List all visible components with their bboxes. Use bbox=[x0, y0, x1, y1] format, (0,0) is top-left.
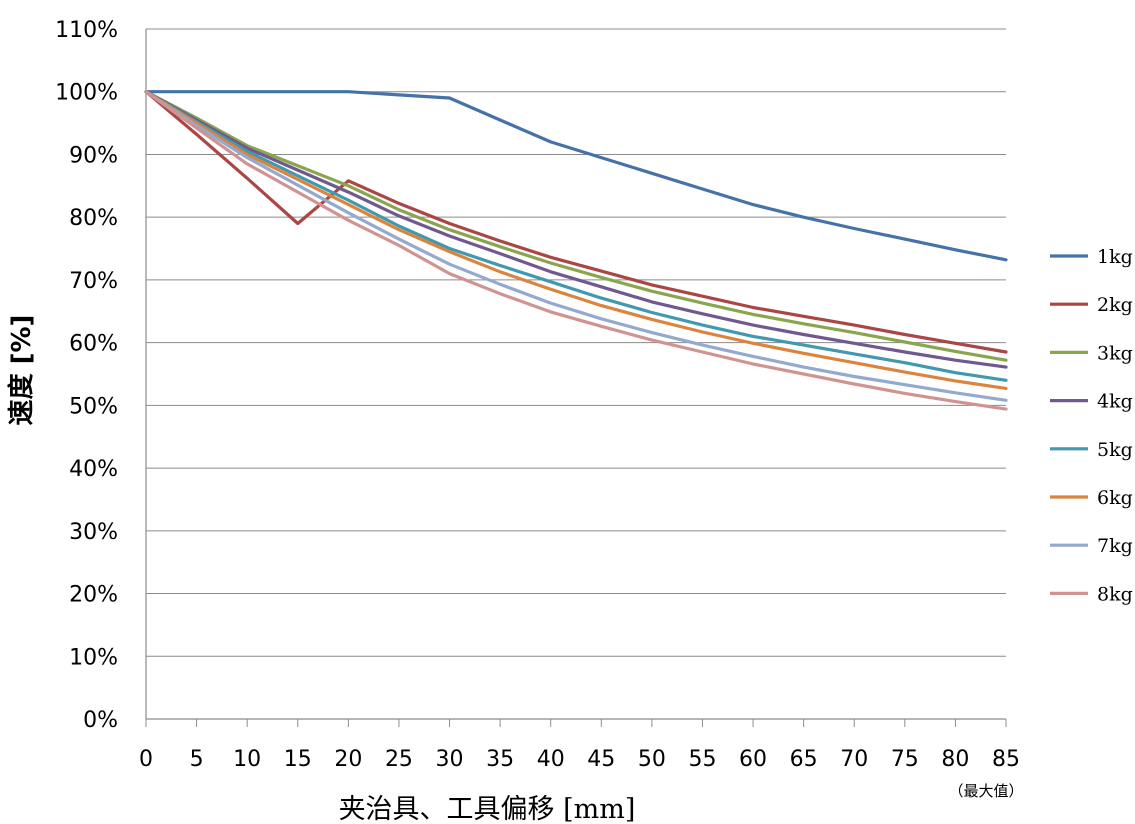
legend-label-7kg: 7kg bbox=[1097, 535, 1133, 557]
y-tick-label: 80% bbox=[69, 206, 118, 231]
y-tick-label: 0% bbox=[83, 708, 118, 733]
y-tick-labels: 0% 10% 20% 30% 40% 50% 60% 70% 80% 90% 100% 110% bbox=[55, 18, 118, 733]
x-tick-labels: 0 5 10 15 20 25 30 35 40 45 50 55 60 65 70 75 80 85 bbox=[139, 747, 1020, 772]
x-tick-label: 15 bbox=[284, 747, 312, 772]
y-tick-label: 100% bbox=[55, 81, 118, 106]
y-tick-label: 110% bbox=[55, 18, 118, 43]
y-tick-label: 70% bbox=[69, 269, 118, 294]
series-lines bbox=[144, 90, 1008, 411]
y-tick-label: 50% bbox=[69, 394, 118, 419]
axes bbox=[145, 29, 1007, 727]
y-tick-label: 20% bbox=[69, 583, 118, 608]
x-tick-label: 10 bbox=[233, 747, 261, 772]
x-tick-label: 25 bbox=[385, 747, 413, 772]
x-max-note: （最大值） bbox=[948, 782, 1023, 800]
y-tick-label: 60% bbox=[69, 332, 118, 357]
legend-label-6kg: 6kg bbox=[1097, 487, 1133, 509]
legend-label-8kg: 8kg bbox=[1097, 583, 1133, 605]
series-line-3kg bbox=[144, 90, 1008, 362]
series-line-8kg bbox=[144, 90, 1008, 411]
x-tick-label: 50 bbox=[638, 747, 666, 772]
x-tick-label: 55 bbox=[688, 747, 716, 772]
legend: 1kg 2kg 3kg 4kg 5kg 6kg 7kg 8kg bbox=[1050, 246, 1133, 605]
x-tick-label: 35 bbox=[486, 747, 514, 772]
x-tick-label: 85 bbox=[992, 747, 1020, 772]
y-tick-label: 40% bbox=[69, 457, 118, 482]
x-tick-label: 70 bbox=[840, 747, 868, 772]
x-tick-label: 80 bbox=[941, 747, 969, 772]
x-tick-label: 5 bbox=[190, 747, 204, 772]
legend-label-3kg: 3kg bbox=[1097, 342, 1133, 364]
x-tick-label: 65 bbox=[790, 747, 818, 772]
legend-label-1kg: 1kg bbox=[1097, 246, 1133, 268]
series-line-6kg bbox=[144, 90, 1008, 390]
y-tick-label: 90% bbox=[69, 143, 118, 168]
legend-label-5kg: 5kg bbox=[1097, 439, 1133, 461]
x-tick-label: 20 bbox=[334, 747, 362, 772]
x-tick-label: 60 bbox=[739, 747, 767, 772]
x-axis-title: 夹治具、工具偏移 [mm] bbox=[339, 794, 636, 824]
legend-label-4kg: 4kg bbox=[1097, 391, 1133, 413]
x-tick-label: 45 bbox=[587, 747, 615, 772]
x-tick-label: 75 bbox=[891, 747, 919, 772]
y-tick-label: 10% bbox=[69, 645, 118, 670]
x-tick-label: 40 bbox=[537, 747, 565, 772]
series-line-2kg bbox=[144, 90, 1008, 354]
gridlines bbox=[146, 28, 1006, 657]
legend-label-2kg: 2kg bbox=[1097, 294, 1133, 316]
x-tick-label: 30 bbox=[436, 747, 464, 772]
x-tick-label: 0 bbox=[139, 747, 153, 772]
series-line-1kg bbox=[144, 90, 1008, 262]
series-line-7kg bbox=[144, 90, 1008, 402]
y-tick-label: 30% bbox=[69, 520, 118, 545]
series-line-5kg bbox=[144, 90, 1008, 382]
y-axis-title: 速度 [%] bbox=[6, 315, 37, 426]
series-line-4kg bbox=[144, 90, 1008, 369]
